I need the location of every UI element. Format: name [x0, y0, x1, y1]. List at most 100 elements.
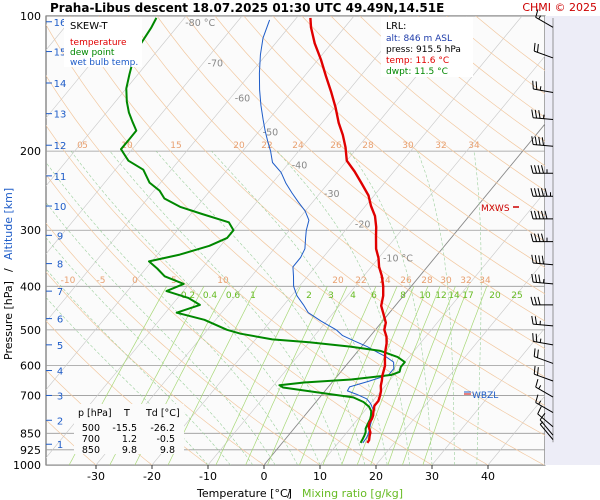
wind-barb: [531, 254, 554, 266]
dry-adiabat-label: 24: [292, 141, 304, 151]
moist-adiabat: [46, 161, 298, 465]
dry-adiabat: [156, 16, 545, 350]
chmi-brand: CHMI © 2025: [522, 1, 597, 14]
dry-adiabat-label: 34: [479, 276, 491, 286]
isotherm-line: [46, 16, 299, 323]
mixing-ratio-label: 17: [462, 291, 473, 301]
table-cell: 700: [82, 434, 100, 445]
moist-adiabat: [46, 202, 276, 465]
y-axis-label-sep: /: [2, 268, 15, 272]
y-axis-label-altitude: Altitude [km]: [2, 188, 15, 260]
wind-barb-staff: [537, 413, 554, 428]
dry-adiabat-label: 22: [355, 276, 366, 286]
lrl-box: LRL: alt: 846 m ASL press: 915.5 hPa tem…: [381, 17, 473, 77]
x-axis-label-mixing: Mixing ratio [g/kg]: [302, 487, 403, 500]
isotherm-label: -50: [263, 128, 279, 139]
wind-barb: [530, 233, 553, 243]
altitude-tick-label: 8: [57, 260, 63, 271]
wind-barb-flag: [541, 188, 544, 197]
mxws-marker: MXWS: [481, 204, 510, 214]
series-line-dew-point: [120, 17, 406, 444]
wind-barb-half: [538, 400, 542, 405]
wind-barb-staff: [539, 423, 554, 440]
isotherm-label: -30: [324, 189, 340, 200]
wind-barb-flag: [537, 233, 541, 242]
wind-barb-flag: [537, 188, 541, 197]
wind-barb-flag: [541, 210, 544, 219]
altitude-tick-label: 14: [54, 79, 67, 90]
y-tick-label: 1000: [13, 459, 41, 472]
wind-barb-flag: [532, 80, 534, 90]
wind-barb-flag: [538, 255, 541, 264]
isotherm-line: [431, 327, 545, 465]
wind-barb-flag: [534, 316, 538, 325]
isotherm-label: -60: [235, 94, 251, 105]
moist-adiabat: [473, 151, 482, 465]
mixing-ratio-label: 8: [400, 291, 406, 301]
mixing-ratio-label: 14: [448, 291, 460, 301]
series-line-temperature: [309, 17, 388, 444]
moist-adiabat: [46, 237, 254, 465]
lrl-dwpt: dwpt: 11.5 °C: [386, 67, 448, 77]
dry-adiabat-label: 10: [217, 276, 229, 286]
dry-adiabat-label: -10: [61, 276, 76, 286]
wind-panel: [545, 16, 600, 465]
dry-adiabat: [46, 174, 377, 465]
x-tick-label: -30: [87, 470, 105, 483]
wind-barb-flag: [531, 136, 534, 145]
wind-barb-flag: [534, 210, 537, 219]
table-cell: -15.5: [112, 423, 137, 434]
isotherm-line: [46, 16, 243, 255]
dry-adiabat-label: 26: [330, 141, 342, 151]
wind-barb-flag: [534, 136, 538, 145]
isotherm-line: [263, 123, 545, 465]
dry-adiabat: [185, 16, 545, 322]
y-tick-label: 200: [20, 145, 41, 158]
dry-adiabat-label: 24: [379, 276, 391, 286]
wind-barb: [530, 210, 553, 220]
dry-adiabat-label: 28: [362, 141, 374, 151]
altitude-tick-label: 6: [57, 315, 63, 326]
y-tick-label: 600: [20, 359, 41, 372]
wind-barb: [530, 188, 553, 197]
wind-barb-flag: [534, 165, 537, 174]
isotherm-label: -70: [208, 59, 224, 70]
dry-adiabat: [301, 16, 545, 217]
wind-barb-flag: [531, 315, 534, 325]
isotherm-line: [46, 16, 411, 459]
y-tick-label: 700: [20, 389, 41, 402]
mixing-ratio-label: 0.4: [203, 291, 218, 301]
wind-barb-flag: [544, 188, 548, 197]
wind-barb: [531, 273, 554, 285]
mixing-ratio-line: [422, 286, 488, 465]
y-tick-label: 400: [20, 280, 41, 293]
wind-barb-flag: [541, 137, 545, 146]
table-cell: 9.8: [160, 445, 175, 456]
mixing-ratio-line: [299, 286, 377, 465]
chart-title: Praha-Libus descent 18.07.2025 01:30 UTC…: [50, 1, 444, 15]
altitude-tick-label: 13: [54, 110, 67, 121]
mixing-ratio-label: 3: [328, 291, 334, 301]
table-cell: 9.8: [122, 445, 137, 456]
lrl-press: press: 915.5 hPa: [386, 45, 461, 55]
mixing-ratio-label: 4: [350, 291, 356, 301]
moist-adiabat: [70, 151, 321, 465]
wind-barb: [533, 348, 554, 364]
wind-barb-flag: [533, 365, 536, 375]
wind-barb-flag: [534, 296, 537, 306]
wind-barb-flag: [541, 233, 544, 242]
mixing-ratio-line: [402, 286, 469, 465]
mixing-ratio-label: 6: [371, 291, 377, 301]
x-tick-label: 20: [369, 470, 383, 483]
wind-barb-flag: [532, 333, 534, 342]
isotherm-label: -20: [355, 220, 371, 231]
dry-adiabat-label: 32: [460, 276, 471, 286]
table-cell: 850: [82, 445, 100, 456]
altitude-tick-label: 16: [54, 18, 67, 29]
dry-adiabat-label: 20: [233, 141, 245, 151]
mixing-ratio-label: 0.6: [226, 291, 241, 301]
mixing-ratio-label: 25: [511, 291, 522, 301]
wind-barb-half: [538, 15, 542, 20]
isotherm-line: [95, 16, 467, 465]
